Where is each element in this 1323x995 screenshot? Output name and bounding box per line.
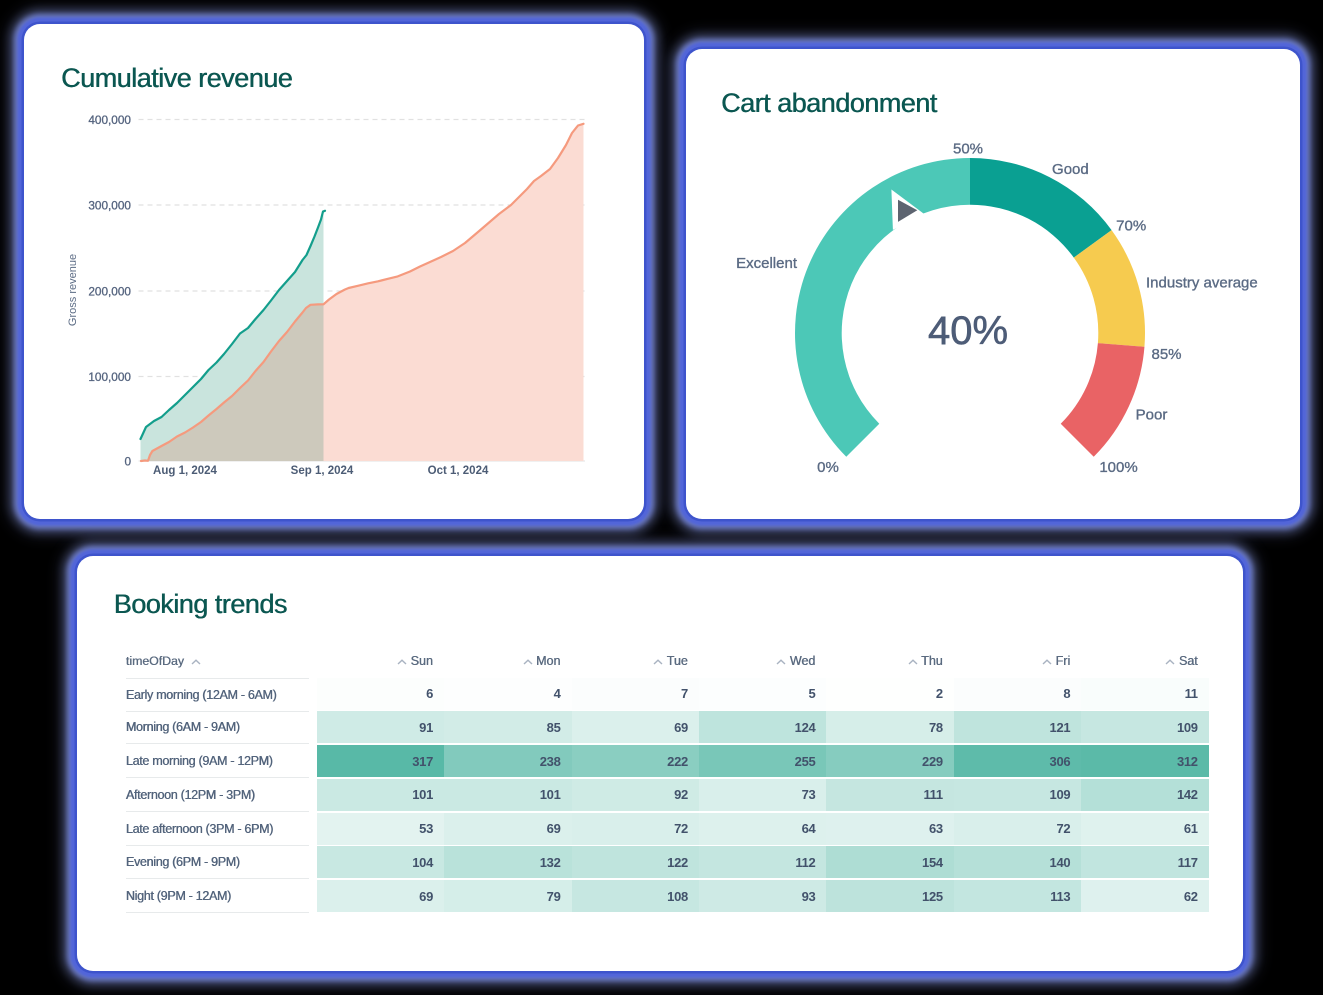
svg-text:300,000: 300,000 xyxy=(88,198,131,212)
svg-text:100%: 100% xyxy=(1099,459,1137,476)
svg-text:400,000: 400,000 xyxy=(88,113,131,127)
svg-text:50%: 50% xyxy=(953,141,983,158)
svg-text:Oct 1, 2024: Oct 1, 2024 xyxy=(428,465,489,477)
svg-text:0: 0 xyxy=(124,454,131,468)
svg-text:Industry average: Industry average xyxy=(1146,275,1258,292)
svg-text:Good: Good xyxy=(1052,161,1089,178)
svg-text:0%: 0% xyxy=(817,459,839,476)
svg-text:40%: 40% xyxy=(928,309,1008,353)
svg-text:100,000: 100,000 xyxy=(88,370,131,384)
svg-text:70%: 70% xyxy=(1116,218,1146,235)
svg-text:Gross revenue: Gross revenue xyxy=(67,254,79,326)
svg-text:200,000: 200,000 xyxy=(88,284,131,298)
svg-text:85%: 85% xyxy=(1151,346,1181,363)
svg-text:Sep 1, 2024: Sep 1, 2024 xyxy=(291,465,354,477)
svg-text:Poor: Poor xyxy=(1136,407,1168,424)
svg-text:Excellent: Excellent xyxy=(736,255,798,272)
svg-text:Aug 1, 2024: Aug 1, 2024 xyxy=(153,465,218,477)
